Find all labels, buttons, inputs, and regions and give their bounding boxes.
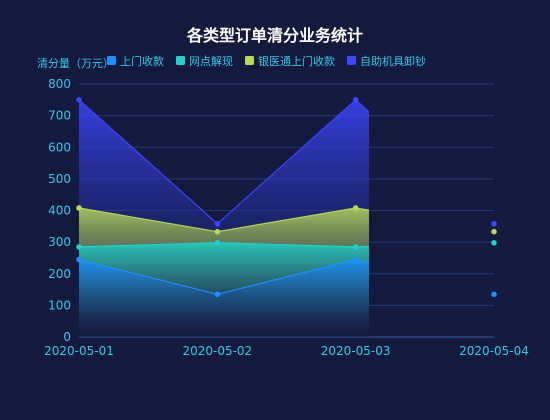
data-point[interactable] [491,239,497,246]
data-point[interactable] [352,97,359,103]
legend-swatch [107,56,116,65]
data-point[interactable] [352,256,359,263]
data-point[interactable] [76,256,82,263]
legend-item[interactable]: 自助机具卸钞 [347,54,426,68]
y-tick-label: 800 [48,77,71,91]
y-tick-label: 500 [48,172,71,186]
data-point[interactable] [491,220,497,227]
legend-swatch [176,56,185,65]
legend-label: 银医通上门收款 [258,54,335,68]
y-tick-label: 400 [48,204,71,218]
legend-label: 自助机具卸钞 [360,54,426,68]
data-point[interactable] [491,228,497,235]
x-tick-label: 2020-05-01 [44,344,114,358]
y-tick-label: 0 [63,330,71,344]
data-point[interactable] [76,97,82,103]
series-line [78,207,370,233]
y-tick-label: 300 [48,235,71,249]
y-tick-label: 200 [48,267,71,281]
data-point[interactable] [352,244,359,250]
y-tick-label: 600 [48,140,71,154]
data-point[interactable] [214,291,221,298]
legend-item[interactable]: 银医通上门收款 [245,54,335,68]
x-tick-label: 2020-05-03 [321,344,391,358]
series-lines [78,99,370,295]
legend-swatch [347,56,356,65]
data-point[interactable] [76,244,82,250]
legend-label: 网点解现 [189,54,233,68]
series-points [76,97,497,298]
y-tick-label: 100 [48,298,71,312]
x-tick-label: 2020-05-04 [459,344,529,358]
chart-title: 各类型订单清分业务统计 [186,26,363,45]
data-point[interactable] [491,291,497,298]
data-point[interactable] [214,220,221,227]
y-axis: 0 100 200 300 400 500 600 700 800 [48,77,71,344]
data-point[interactable] [214,228,221,235]
data-point[interactable] [76,205,82,211]
data-point[interactable] [214,239,221,246]
data-point[interactable] [352,205,359,211]
y-axis-label: 清分量（万元） [37,57,114,70]
y-tick-label: 700 [48,109,71,123]
x-tick-label: 2020-05-02 [182,344,252,358]
legend-label: 上门收款 [120,54,164,68]
legend-item[interactable]: 网点解现 [176,54,233,68]
legend-swatch [245,56,254,65]
legend[interactable]: 上门收款 网点解现 银医通上门收款 自助机具卸钞 [107,54,426,68]
legend-item[interactable]: 上门收款 [107,54,164,68]
series-area [79,259,369,337]
series-line [78,258,370,295]
x-axis: 2020-05-01 2020-05-02 2020-05-03 2020-05-04 [44,344,529,358]
series-line [78,242,370,248]
series-line [78,99,370,225]
